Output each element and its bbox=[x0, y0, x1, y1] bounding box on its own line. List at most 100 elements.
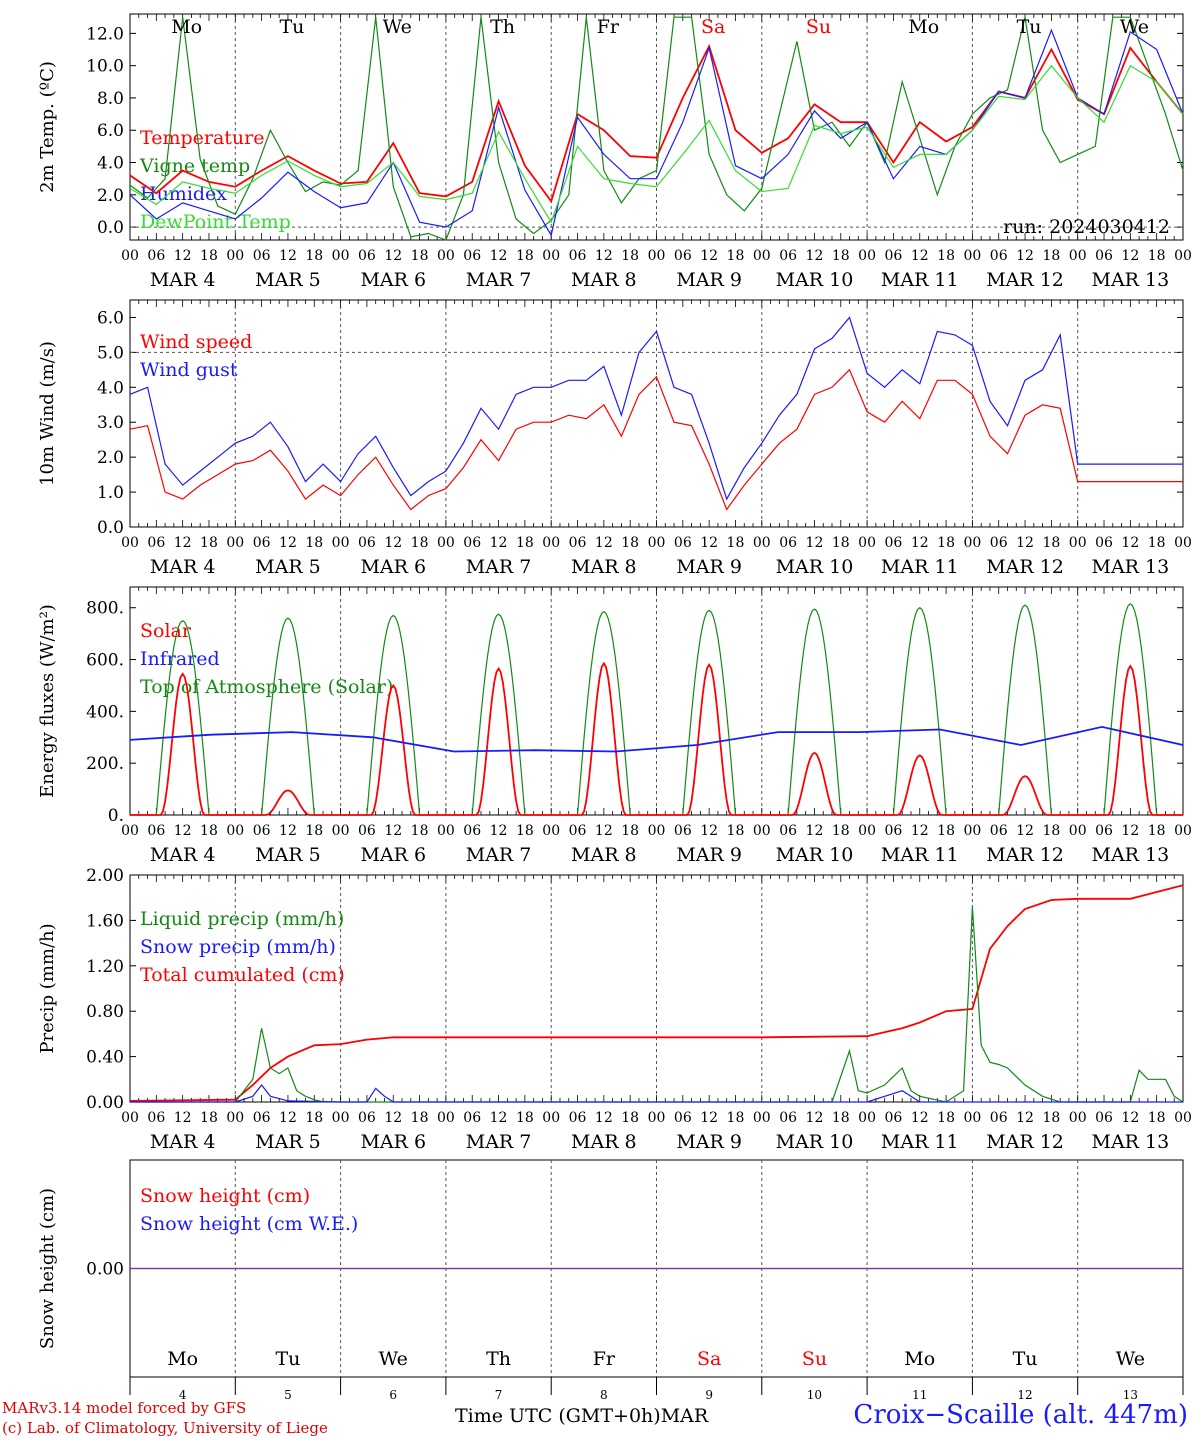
weekday-label: Su bbox=[806, 16, 831, 38]
y-tick-label: 800. bbox=[86, 599, 124, 619]
y-tick-label: 0.00 bbox=[86, 1093, 124, 1113]
weekday-label: Mo bbox=[167, 1348, 198, 1370]
date-label: MAR 8 bbox=[571, 1131, 637, 1153]
hour-label: 12 bbox=[911, 823, 929, 839]
weekday-label: Th bbox=[486, 1348, 511, 1370]
y-tick-label: 12.0 bbox=[86, 24, 124, 44]
hour-label: 00 bbox=[226, 1110, 244, 1126]
hour-label: 12 bbox=[1121, 823, 1139, 839]
weekday-label: Tu bbox=[275, 1348, 300, 1370]
y-tick-label: 4.0 bbox=[97, 154, 124, 174]
y-axis-title: Energy fluxes (W/m²) bbox=[37, 604, 58, 798]
hour-label: 18 bbox=[516, 248, 534, 264]
hour-label: 12 bbox=[700, 1110, 718, 1126]
date-label: MAR 13 bbox=[1091, 1131, 1169, 1153]
y-tick-label: 0.0 bbox=[97, 218, 124, 238]
hour-label: 12 bbox=[700, 823, 718, 839]
date-label: MAR 13 bbox=[1091, 556, 1169, 578]
series-line bbox=[129, 64, 1184, 224]
hour-label: 06 bbox=[358, 535, 376, 551]
hour-label: 00 bbox=[332, 535, 350, 551]
hour-label: 18 bbox=[516, 535, 534, 551]
series-line bbox=[129, 725, 1184, 753]
hour-label: 12 bbox=[174, 823, 192, 839]
y-tick-label: 3.0 bbox=[97, 413, 124, 433]
hour-label: 06 bbox=[463, 1110, 481, 1126]
date-label: MAR 4 bbox=[150, 556, 216, 578]
day-number: 7 bbox=[495, 1388, 503, 1402]
y-tick-label: 0.00 bbox=[86, 1260, 124, 1280]
hour-label: 06 bbox=[990, 248, 1008, 264]
hour-label: 18 bbox=[411, 248, 429, 264]
y-tick-label: 400. bbox=[86, 702, 124, 722]
hour-label: 06 bbox=[147, 1110, 165, 1126]
hour-label: 00 bbox=[963, 535, 981, 551]
hour-label: 00 bbox=[437, 535, 455, 551]
legend-entry: Temperature bbox=[140, 127, 264, 149]
hour-label: 12 bbox=[490, 535, 508, 551]
date-label: MAR 8 bbox=[571, 556, 637, 578]
hour-label: 06 bbox=[463, 248, 481, 264]
legend-entry: Liquid precip (mm/h) bbox=[140, 908, 344, 930]
hour-label: 06 bbox=[779, 248, 797, 264]
hour-label: 00 bbox=[542, 823, 560, 839]
hour-label: 00 bbox=[1069, 535, 1087, 551]
hour-label: 18 bbox=[937, 535, 955, 551]
date-label: MAR 9 bbox=[676, 1131, 742, 1153]
hour-label: 00 bbox=[542, 535, 560, 551]
date-label: MAR 6 bbox=[360, 556, 426, 578]
date-label: MAR 9 bbox=[676, 556, 742, 578]
hour-label: 12 bbox=[595, 535, 613, 551]
hour-label: 00 bbox=[1174, 1110, 1192, 1126]
run-annotation: run: 2024030412 bbox=[1003, 216, 1170, 238]
date-label: MAR 5 bbox=[255, 1131, 321, 1153]
hour-label: 06 bbox=[147, 248, 165, 264]
legend-entry: Solar bbox=[140, 620, 192, 642]
hour-label: 06 bbox=[674, 823, 692, 839]
hour-label: 00 bbox=[332, 248, 350, 264]
weekday-label: Tu bbox=[1017, 16, 1042, 38]
hour-label: 12 bbox=[384, 823, 402, 839]
hour-label: 00 bbox=[437, 823, 455, 839]
hour-label: 00 bbox=[648, 1110, 666, 1126]
hour-label: 18 bbox=[937, 248, 955, 264]
y-tick-label: 2.0 bbox=[97, 448, 124, 468]
day-number: 6 bbox=[389, 1388, 397, 1402]
hour-label: 00 bbox=[121, 1110, 139, 1126]
hour-label: 06 bbox=[1095, 535, 1113, 551]
hour-label: 12 bbox=[1121, 248, 1139, 264]
hour-label: 18 bbox=[1148, 1110, 1166, 1126]
hour-label: 00 bbox=[542, 248, 560, 264]
series-line bbox=[867, 606, 973, 816]
hour-label: 06 bbox=[253, 1110, 271, 1126]
hour-label: 12 bbox=[595, 1110, 613, 1126]
y-tick-label: 8.0 bbox=[97, 89, 124, 109]
hour-label: 12 bbox=[806, 1110, 824, 1126]
hour-label: 18 bbox=[200, 248, 218, 264]
hour-label: 18 bbox=[411, 823, 429, 839]
hour-label: 12 bbox=[1121, 535, 1139, 551]
y-tick-label: 0.80 bbox=[86, 1002, 124, 1022]
hour-label: 00 bbox=[963, 1110, 981, 1126]
hour-label: 06 bbox=[358, 823, 376, 839]
date-label: MAR 11 bbox=[881, 844, 959, 866]
y-tick-label: 5.0 bbox=[97, 343, 124, 363]
y-tick-label: 600. bbox=[86, 651, 124, 671]
hour-label: 06 bbox=[147, 823, 165, 839]
hour-label: 00 bbox=[121, 248, 139, 264]
series-line bbox=[340, 614, 446, 816]
hour-label: 18 bbox=[621, 1110, 639, 1126]
hour-label: 00 bbox=[332, 1110, 350, 1126]
weekday-label: Sa bbox=[697, 1348, 721, 1370]
y-tick-label: 1.0 bbox=[97, 483, 124, 503]
hour-label: 00 bbox=[753, 823, 771, 839]
y-tick-label: 1.20 bbox=[86, 957, 124, 977]
date-label: MAR 13 bbox=[1091, 844, 1169, 866]
legend-entry: Humidex bbox=[140, 183, 227, 205]
date-label: MAR 7 bbox=[466, 844, 532, 866]
date-label: MAR 9 bbox=[676, 269, 742, 291]
date-label: MAR 12 bbox=[986, 556, 1064, 578]
hour-label: 18 bbox=[1042, 1110, 1060, 1126]
hour-label: 18 bbox=[727, 535, 745, 551]
date-label: MAR 13 bbox=[1091, 269, 1169, 291]
